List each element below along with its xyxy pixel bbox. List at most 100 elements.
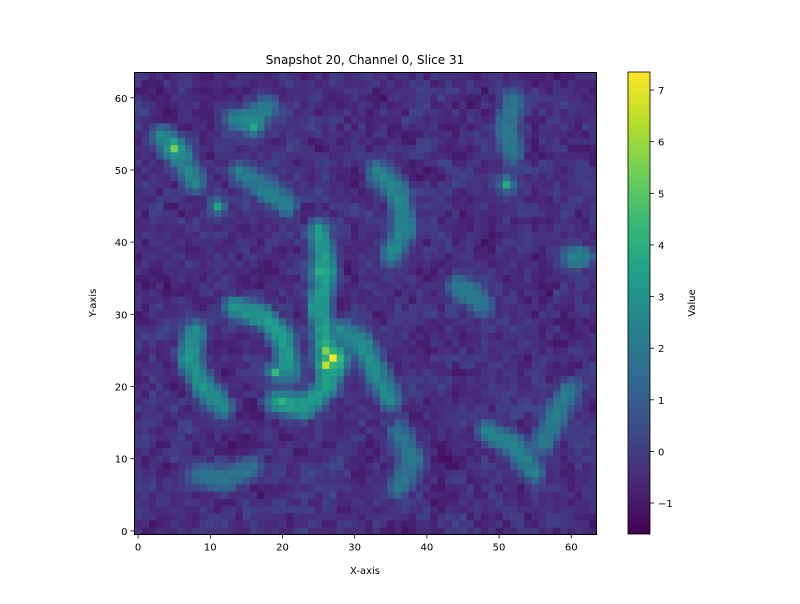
heatmap-cell: [141, 108, 150, 117]
heatmap-cell: [163, 231, 171, 239]
colorbar-tick-label: 5: [658, 189, 664, 200]
heatmap-cell: [228, 231, 236, 239]
heatmap-cell: [560, 433, 569, 442]
heatmap-cell: [293, 404, 301, 413]
heatmap-cell: [336, 462, 345, 470]
heatmap-cell: [459, 216, 467, 225]
heatmap-cell: [235, 180, 244, 189]
heatmap-cell: [322, 166, 330, 174]
heatmap-cell: [437, 144, 446, 153]
heatmap-cell: [567, 94, 576, 102]
heatmap-cell: [582, 144, 590, 153]
heatmap-cell: [156, 498, 164, 507]
heatmap-cell: [177, 260, 186, 268]
heatmap-cell: [314, 72, 323, 81]
heatmap-cell: [394, 491, 402, 499]
heatmap-cell: [206, 317, 215, 326]
heatmap-cell: [156, 202, 164, 211]
heatmap-cell: [307, 159, 316, 167]
heatmap-cell: [459, 238, 467, 247]
heatmap-cell: [488, 397, 496, 405]
heatmap-cell: [416, 375, 424, 384]
y-tick-label: 0: [121, 527, 127, 538]
heatmap-cell: [387, 245, 395, 254]
heatmap-cell: [257, 382, 265, 391]
heatmap-cell: [553, 79, 561, 88]
heatmap-cell: [156, 303, 164, 312]
heatmap-cell: [307, 361, 316, 369]
heatmap-cell: [466, 455, 475, 463]
heatmap-cell: [206, 281, 215, 290]
heatmap-cell: [134, 188, 143, 196]
heatmap-cell: [336, 281, 345, 290]
heatmap-cell: [264, 108, 273, 117]
heatmap-cell: [574, 498, 583, 507]
heatmap-cell: [394, 339, 402, 348]
heatmap-cell: [177, 130, 186, 138]
heatmap-cell: [264, 202, 273, 211]
heatmap-cell: [502, 281, 511, 290]
heatmap-cell: [524, 317, 532, 326]
heatmap-cell: [538, 512, 547, 521]
heatmap-cell: [502, 483, 511, 492]
heatmap-cell: [358, 252, 366, 261]
heatmap-cell: [560, 404, 569, 413]
heatmap-cell: [185, 231, 193, 239]
heatmap-cell: [567, 411, 576, 420]
heatmap-cell: [444, 123, 453, 131]
heatmap-cell: [293, 274, 301, 283]
heatmap-cell: [206, 137, 215, 146]
heatmap-cell: [213, 491, 222, 499]
heatmap-cell: [416, 332, 424, 340]
heatmap-cell: [170, 130, 179, 138]
heatmap-cell: [206, 455, 215, 463]
heatmap-cell: [163, 216, 171, 225]
heatmap-cell: [401, 224, 410, 232]
heatmap-cell: [329, 72, 338, 81]
heatmap-cell: [271, 180, 280, 189]
heatmap-cell: [430, 512, 439, 521]
heatmap-cell: [148, 281, 157, 290]
heatmap-cell: [278, 123, 287, 131]
heatmap-cell: [250, 267, 258, 276]
heatmap-cell: [300, 404, 309, 413]
heatmap-cell: [481, 224, 489, 232]
heatmap-cell: [379, 202, 388, 211]
heatmap-cell: [394, 224, 402, 232]
heatmap-cell: [141, 202, 150, 211]
heatmap-cell: [582, 195, 590, 203]
heatmap-cell: [228, 303, 236, 312]
heatmap-cell: [213, 115, 222, 124]
heatmap-cell: [177, 108, 186, 117]
heatmap-cell: [553, 512, 561, 521]
heatmap-cell: [257, 440, 265, 449]
heatmap-cell: [545, 426, 554, 434]
heatmap-cell: [199, 137, 208, 146]
heatmap-cell: [531, 188, 540, 196]
heatmap-cell: [329, 94, 338, 102]
heatmap-cell: [322, 151, 330, 160]
heatmap-cell: [553, 332, 561, 340]
heatmap-cell: [300, 289, 309, 297]
heatmap-cell: [372, 483, 381, 492]
heatmap-cell: [242, 520, 251, 528]
heatmap-cell: [538, 375, 547, 384]
heatmap-cell: [314, 86, 323, 95]
heatmap-cell: [365, 354, 374, 362]
heatmap-cell: [531, 108, 540, 117]
heatmap-cell: [372, 137, 381, 146]
heatmap-cell: [271, 440, 280, 449]
heatmap-cell: [199, 173, 208, 182]
heatmap-cell: [343, 224, 352, 232]
heatmap-cell: [257, 281, 265, 290]
heatmap-cell: [545, 195, 554, 203]
heatmap-cell: [329, 440, 338, 449]
heatmap-cell: [408, 216, 417, 225]
heatmap-cell: [307, 339, 316, 348]
heatmap-cell: [329, 512, 338, 521]
heatmap-cell: [314, 123, 323, 131]
heatmap-cell: [278, 325, 287, 333]
heatmap-cell: [401, 245, 410, 254]
heatmap-cell: [336, 180, 345, 189]
heatmap-cell: [495, 195, 504, 203]
